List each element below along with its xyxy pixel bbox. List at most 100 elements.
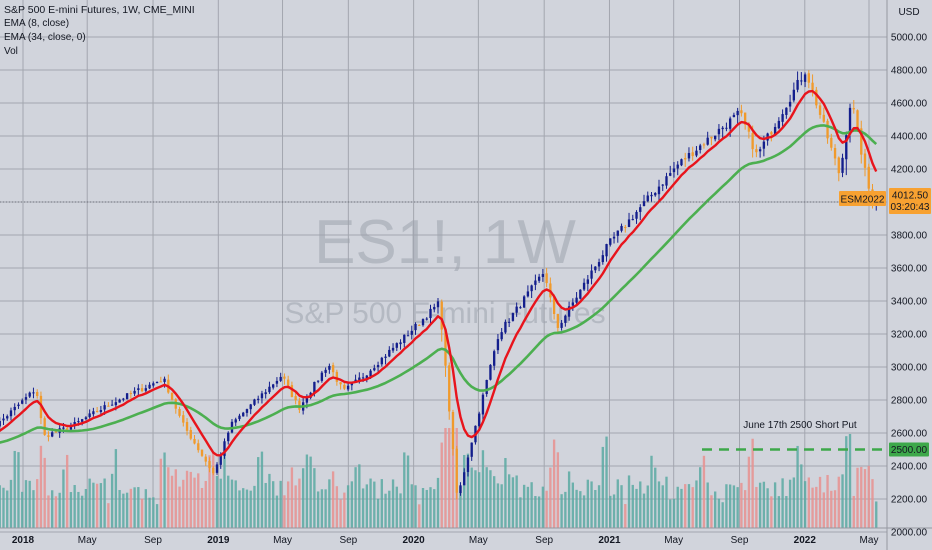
- candle-body: [403, 334, 406, 343]
- volume-bar: [785, 496, 788, 528]
- volume-bar: [376, 498, 380, 528]
- legend-volume[interactable]: Vol: [4, 46, 18, 57]
- x-tick-label: May: [273, 535, 292, 546]
- y-tick-label: 3600.00: [891, 264, 928, 275]
- volume-bar: [560, 494, 563, 528]
- candle-body: [51, 432, 54, 437]
- candle-body: [755, 149, 758, 153]
- volume-bar: [223, 454, 226, 528]
- candle-body: [152, 383, 155, 386]
- candle-body: [830, 137, 833, 148]
- candle-body: [758, 149, 762, 152]
- volume-bar: [875, 501, 878, 528]
- volume-bar: [773, 482, 777, 528]
- candle-body: [208, 461, 211, 469]
- x-tick-label: May: [78, 535, 97, 546]
- volume-bar: [69, 492, 73, 528]
- volume-bar: [230, 479, 234, 528]
- volume-bar: [373, 481, 376, 528]
- candle-body: [822, 114, 825, 122]
- candle-body: [507, 321, 511, 323]
- candle-body: [860, 128, 863, 155]
- y-tick-label: 5000.00: [891, 33, 928, 44]
- candle-body: [800, 80, 803, 82]
- volume-bar: [272, 481, 275, 528]
- candle-body: [489, 364, 492, 380]
- volume-bar: [612, 494, 616, 528]
- volume-bar: [204, 480, 207, 528]
- volume-bar: [129, 488, 133, 528]
- candle-body: [530, 285, 533, 292]
- candle-body: [657, 186, 661, 195]
- volume-bar: [73, 485, 76, 528]
- candle-body: [788, 101, 792, 107]
- volume-bar: [21, 491, 24, 528]
- volume-bar: [313, 468, 316, 528]
- volume-bar: [95, 483, 99, 528]
- grid: [0, 0, 887, 533]
- y-tick-label: 4400.00: [891, 132, 928, 143]
- candle-body: [264, 392, 267, 395]
- volume-bar: [504, 458, 507, 528]
- candle-body: [725, 127, 728, 129]
- x-tick-label: 2021: [598, 535, 621, 546]
- candle-body: [425, 318, 428, 320]
- volume-bar: [65, 454, 69, 528]
- volume-bar: [845, 436, 848, 528]
- volume-bar: [13, 450, 16, 528]
- volume-bar: [451, 428, 455, 528]
- candle-body: [680, 159, 683, 166]
- volume-bar: [860, 466, 863, 528]
- candle-body: [148, 384, 151, 389]
- candle-body: [717, 128, 721, 135]
- candle-body: [815, 89, 818, 106]
- volume-bar: [788, 479, 792, 528]
- candle-body: [298, 400, 301, 410]
- candle-body: [339, 382, 342, 385]
- volume-bar: [309, 456, 312, 528]
- candle-body: [253, 399, 256, 405]
- x-tick-label: Sep: [144, 535, 162, 546]
- y-tick-label: 3800.00: [891, 231, 928, 242]
- candle-body: [826, 120, 829, 139]
- candle-body: [144, 388, 148, 391]
- volume-bar: [582, 495, 586, 528]
- volume-bar: [545, 490, 548, 528]
- volume-bar: [118, 490, 121, 528]
- legend-ema34[interactable]: EMA (34, close, 0): [4, 32, 86, 43]
- volume-bar: [365, 484, 368, 528]
- candle-body: [238, 415, 241, 420]
- volume-bar: [507, 474, 511, 528]
- volume-bar: [354, 467, 357, 528]
- candle-body: [170, 392, 174, 400]
- candle-body: [114, 402, 118, 406]
- volume-bar: [350, 481, 354, 528]
- short-put-tag-bg: [889, 442, 929, 457]
- legend-ema8[interactable]: EMA (8, close): [4, 18, 70, 29]
- x-tick-label: Sep: [535, 535, 553, 546]
- volume-bar: [691, 487, 694, 528]
- volume-bar: [418, 504, 421, 528]
- candle-body: [672, 168, 676, 173]
- candle-body: [234, 419, 237, 423]
- volume-bar: [721, 502, 724, 528]
- candle-body: [702, 144, 706, 146]
- candle-body: [95, 410, 99, 412]
- short-put-label: June 17th 2500 Short Put: [743, 420, 857, 431]
- volume-bar: [114, 449, 118, 528]
- candle-body: [537, 276, 541, 281]
- candle-body: [388, 349, 391, 357]
- volume-bar: [429, 487, 432, 528]
- volume-bar: [571, 482, 575, 528]
- volume-bar: [436, 477, 440, 528]
- candle-body: [320, 372, 324, 381]
- candle-body: [448, 365, 451, 412]
- x-tick-label: Sep: [731, 535, 749, 546]
- short-put-price-label: 2500.00: [891, 445, 928, 456]
- legend-title[interactable]: S&P 500 E-mini Futures, 1W, CME_MINI: [4, 4, 195, 16]
- volume-bar: [159, 458, 162, 528]
- volume-bar: [148, 497, 151, 528]
- candle-body: [695, 150, 698, 156]
